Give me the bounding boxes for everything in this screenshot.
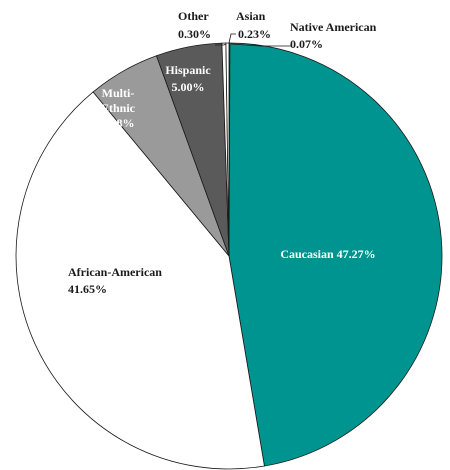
pie-slice-caucasian [228,42,443,467]
pie-slice-asian [225,42,230,257]
label-other-name: Other [178,9,209,23]
slice-labels: Caucasian 47.27% African-American 41.65%… [68,9,377,296]
label-native-american-value: 0.07% [290,37,323,51]
label-african-american-value: 41.65% [68,282,107,296]
label-native-american-name: Native American [290,20,377,34]
label-hispanic-name: Hispanic [165,63,211,77]
leader-line-asian [228,33,236,44]
label-asian-value: 0.23% [238,27,271,41]
label-hispanic-value: 5.00% [172,80,205,94]
label-other-value: 0.30% [178,27,211,41]
label-multi-ethnic-line2: Ethnic [101,101,136,115]
label-african-american-name: African-American [68,265,162,279]
leader-line-native-american [230,43,292,47]
label-caucasian: Caucasian 47.27% [280,247,375,261]
leader-line-other [215,43,227,46]
leader-lines [215,33,292,47]
label-multi-ethnic-value: 5.48% [102,116,135,130]
pie-slices [15,42,443,470]
pie-slice-african-american [15,91,265,470]
label-asian-name: Asian [236,9,266,23]
label-multi-ethnic-line1: Multi- [102,86,135,100]
